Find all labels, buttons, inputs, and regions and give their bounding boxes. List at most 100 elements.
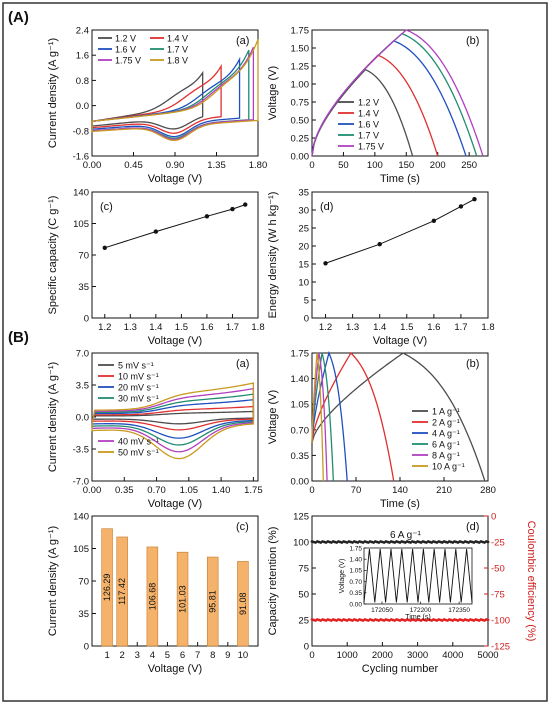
y-tick-label: 35 xyxy=(78,609,89,620)
plot-frame xyxy=(311,29,489,157)
y-tick-label: -3.5 xyxy=(73,445,89,456)
bar xyxy=(116,536,128,647)
x-tick-label: 0 xyxy=(309,160,314,171)
legend-label: 1.75 V xyxy=(115,56,141,66)
y-tick-label: 105 xyxy=(73,544,89,555)
x-tick-label: 0.45 xyxy=(124,160,143,171)
y-axis-label: Voltage (V) xyxy=(267,390,279,444)
y-tick-label: 1.25 xyxy=(291,62,310,73)
legend-label: 1.75 V xyxy=(358,142,384,152)
y2-tick-label: -75 xyxy=(491,590,505,601)
x-axis-label: Voltage (V) xyxy=(148,335,202,347)
y-tick-label: -0.8 xyxy=(73,126,89,137)
legend-label: 20 mV s⁻¹ xyxy=(118,383,159,393)
legend-label: 10 mV s⁻¹ xyxy=(118,372,159,382)
inset-x-tick-label: 172050 xyxy=(371,607,393,614)
data-point xyxy=(458,204,464,209)
panel-label: (a) xyxy=(236,358,249,370)
x-tick-label: 4000 xyxy=(442,650,463,661)
data-point xyxy=(377,242,382,247)
x-tick-label: 2000 xyxy=(372,650,393,661)
x-tick-label: 1.5 xyxy=(400,322,413,333)
y-axis-label: Current density (A g⁻¹) xyxy=(47,362,59,472)
y-tick-label: 0.00 xyxy=(291,152,310,163)
x-tick-label: 1.7 xyxy=(454,322,467,333)
legend-label: 1 A g⁻¹ xyxy=(432,407,460,417)
legend-label: 1.7 V xyxy=(358,131,379,141)
x-tick-label: 2 xyxy=(120,650,125,661)
plot-frame xyxy=(311,515,489,647)
y2-tick-label: -100 xyxy=(491,616,510,627)
panel-label: (c) xyxy=(236,521,249,533)
annotation-label: 6 A g⁻¹ xyxy=(390,530,422,541)
bar-value-label: 117.42 xyxy=(117,578,127,605)
y-tick-label: 25 xyxy=(298,616,309,627)
panel-A-b: 0 50 100 150 200 250 0.00 0.25 0.50 0.75 1.00 1.25 1… xyxy=(267,26,489,185)
legend-label: 1.6 V xyxy=(358,120,379,130)
y-axis-label: Specific capacity (C g⁻¹) xyxy=(47,196,59,315)
x-tick-label: 280 xyxy=(480,485,496,496)
x-tick-label: 0.00 xyxy=(83,160,102,171)
y-tick-label: 1.75 xyxy=(291,26,310,37)
x-axis-label: Voltage (V) xyxy=(373,335,427,347)
y-tick-label: 1.40 xyxy=(291,374,310,385)
x-tick-label: 1.2 xyxy=(98,322,111,333)
x-tick-label: 3000 xyxy=(407,650,428,661)
legend-label: 6 A g⁻¹ xyxy=(432,440,460,450)
x-tick-label: 210 xyxy=(436,485,452,496)
x-tick-label: 200 xyxy=(430,160,446,171)
bar xyxy=(101,528,113,647)
x-tick-label: 1.6 xyxy=(200,322,213,333)
panel-A-c: 1.2 1.3 1.4 1.5 1.6 1.7 1.8 0 35 70 105 140 Voltage … xyxy=(47,188,265,348)
gcd-curve xyxy=(311,352,324,482)
y-tick-label: 70 xyxy=(78,577,89,588)
legend-label: 4 A g⁻¹ xyxy=(432,429,460,439)
x-tick-label: 70 xyxy=(351,485,362,496)
x-axis-label: Time (s) xyxy=(380,173,420,185)
inset-y-label: Voltage (V) xyxy=(339,559,346,594)
x-tick-label: 1.7 xyxy=(226,322,239,333)
y2-tick-label: -125 xyxy=(491,642,510,653)
y-tick-label: 105 xyxy=(73,219,89,230)
x-tick-label: 1.5 xyxy=(175,322,188,333)
inset-x-label: Time (s) xyxy=(405,614,430,621)
y2-tick-label: -25 xyxy=(491,538,505,549)
bar xyxy=(176,551,189,647)
y-tick-label: -1.6 xyxy=(73,152,89,163)
y-tick-label: 0.25 xyxy=(291,134,310,145)
data-point xyxy=(472,197,477,202)
x-tick-label: 1.35 xyxy=(207,160,226,171)
legend-label: 1.2 V xyxy=(115,34,136,44)
data-point xyxy=(323,261,328,266)
legend-label: 40 mV s⁻¹ xyxy=(118,437,159,447)
y-tick-label: 75 xyxy=(298,564,309,575)
panel-label: (c) xyxy=(100,201,113,213)
gcd-curve xyxy=(311,352,486,482)
x-tick-label: 1000 xyxy=(337,650,358,661)
bar-value-label: 95.81 xyxy=(208,590,218,613)
x-tick-label: 1.4 xyxy=(373,322,386,333)
x-tick-label: 5 xyxy=(165,650,170,661)
x-tick-label: 0.70 xyxy=(147,485,166,496)
x-axis-label: Cycling number xyxy=(362,663,439,675)
x-tick-label: 1.3 xyxy=(346,322,359,333)
panel-label: (b) xyxy=(466,35,479,47)
data-point xyxy=(102,245,107,250)
x-axis-label: Voltage (V) xyxy=(148,663,202,675)
x-axis-label: Voltage (V) xyxy=(148,173,202,185)
section-label-b: (B) xyxy=(8,329,29,346)
y-tick-label: 0.0 xyxy=(76,413,89,424)
y-axis-label: Energy density (W h kg⁻¹) xyxy=(267,192,279,319)
legend-label: 1.4 V xyxy=(167,34,188,44)
inset-y-tick-label: 1.05 xyxy=(349,568,362,575)
inset-x-tick-label: 172200 xyxy=(410,607,432,614)
y-tick-label: 2.4 xyxy=(76,26,89,37)
x-axis-label: Voltage (V) xyxy=(148,498,202,510)
x-tick-label: 0.35 xyxy=(115,485,134,496)
y-axis-label: Current density (A g⁻¹) xyxy=(47,38,59,148)
x-tick-label: 6 xyxy=(180,650,185,661)
panel-label: (d) xyxy=(466,521,479,533)
legend-label: 8 A g⁻¹ xyxy=(432,451,460,461)
x-tick-label: 4 xyxy=(150,650,155,661)
